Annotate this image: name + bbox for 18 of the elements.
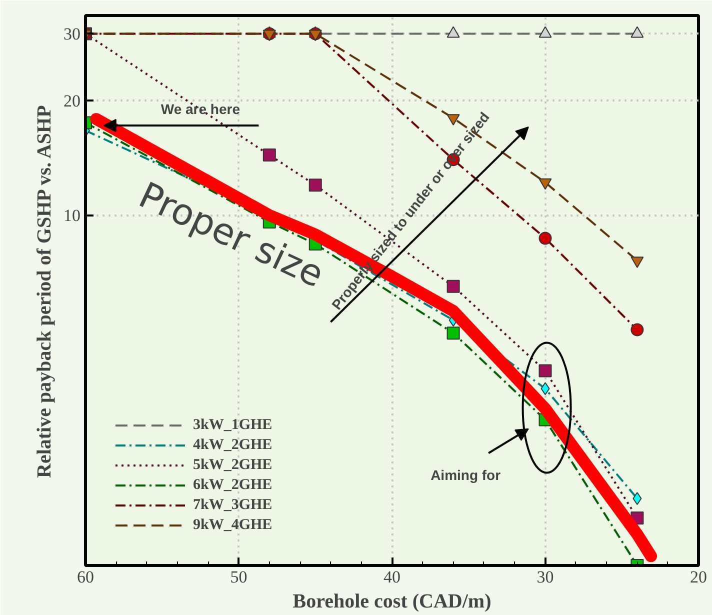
y-axis-title: Relative payback period of GSHP vs. ASHP xyxy=(34,105,56,478)
legend-label: 7kW_3GHE xyxy=(193,496,272,514)
x-tick-label: 30 xyxy=(536,568,554,586)
y-tick-label: 30 xyxy=(64,24,80,44)
y-tick-label: 10 xyxy=(64,206,80,226)
x-axis-title: Borehole cost (CAD/m) xyxy=(292,590,492,612)
legend-label: 6kW_2GHE xyxy=(193,476,272,494)
annotation: Aiming for xyxy=(430,466,502,483)
legend-label: 5kW_2GHE xyxy=(193,456,272,474)
annotation: We are here xyxy=(160,101,240,117)
legend-label: 4kW_2GHE xyxy=(193,436,272,454)
legend-label: 3kW_1GHE xyxy=(193,416,272,434)
y-tick-label: 20 xyxy=(64,92,80,111)
x-tick-label: 60 xyxy=(77,568,94,586)
x-tick-label: 20 xyxy=(690,568,707,586)
legend-label: 9kW_4GHE xyxy=(193,516,272,534)
x-tick-label: 50 xyxy=(230,568,248,586)
x-tick-label: 40 xyxy=(384,568,400,586)
